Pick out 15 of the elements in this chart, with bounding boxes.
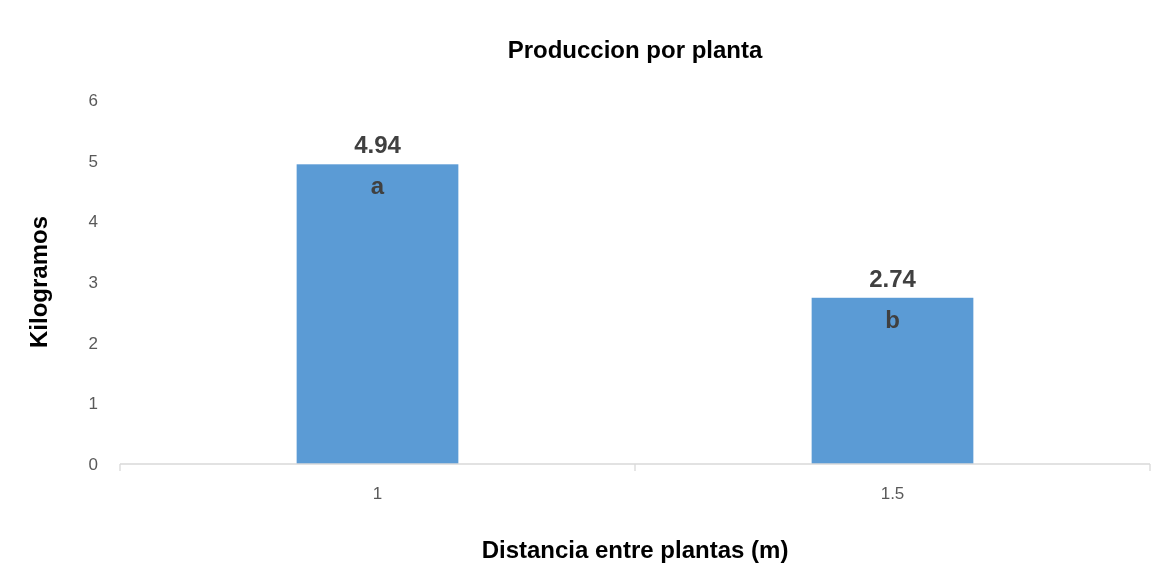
data-label: 4.94 (354, 131, 402, 159)
x-tick-label: 1.5 (880, 484, 905, 503)
annotation: a (370, 172, 385, 200)
y-tick-label: 2 (88, 333, 98, 353)
x-axis-title: Distancia entre plantas (m) (481, 536, 789, 563)
data-label: 2.74 (869, 264, 917, 292)
y-tick-label: 4 (88, 212, 98, 232)
y-tick-label: 0 (88, 455, 98, 474)
y-tick-label: 3 (88, 273, 98, 292)
y-tick-label: 6 (88, 91, 98, 110)
annotation: b (885, 305, 900, 333)
y-tick-label: 1 (88, 394, 98, 414)
y-axis-title: Kilogramos (25, 215, 52, 349)
y-tick-label: 5 (88, 151, 98, 171)
chart-title: Produccion por planta (507, 36, 763, 63)
